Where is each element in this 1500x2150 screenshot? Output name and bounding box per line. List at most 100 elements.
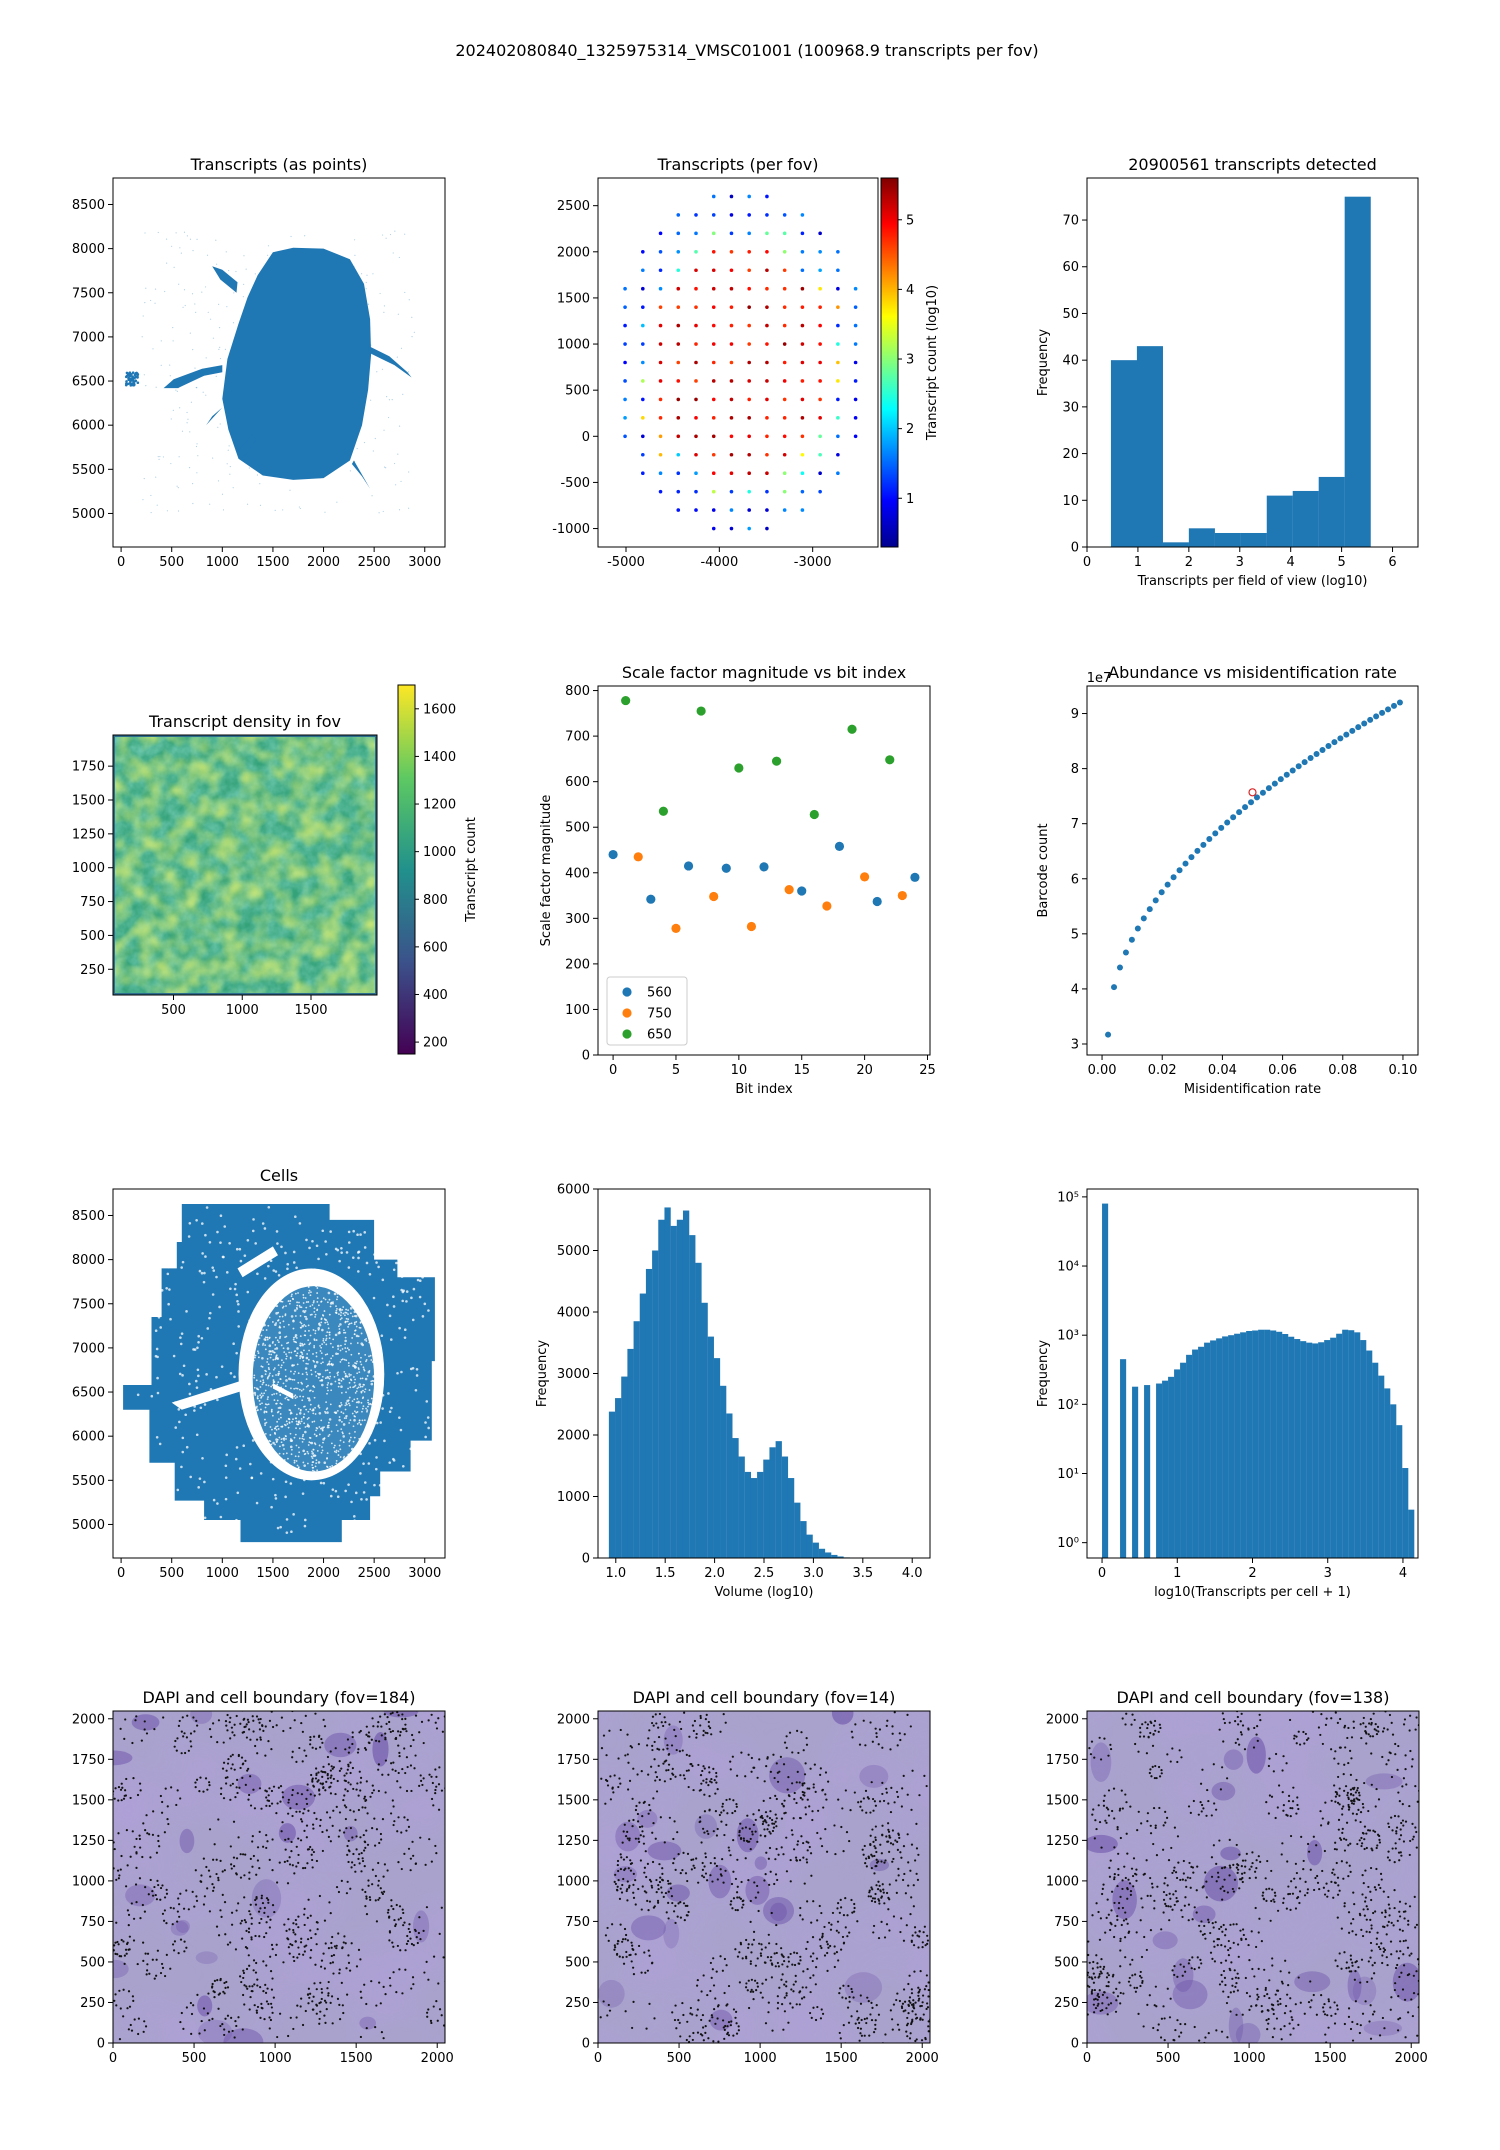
transcript-point	[215, 375, 217, 377]
boundary-dot	[365, 1725, 368, 1728]
boundary-dot	[304, 1714, 307, 1717]
cell-gap-dot	[200, 1271, 204, 1275]
boundary-dot	[785, 1870, 789, 1873]
cell-gap-dot	[237, 1310, 240, 1313]
cell-gap-dot	[302, 1296, 305, 1299]
cell-gap-dot	[342, 1435, 346, 1438]
boundary-dot	[359, 1729, 362, 1733]
boundary-dot	[693, 1707, 695, 1709]
boundary-dot	[256, 1846, 260, 1849]
boundary-dot	[801, 1784, 804, 1787]
cell-gap-dot	[142, 1506, 146, 1510]
cell-gap-dot	[166, 1255, 169, 1259]
cell-gap-dot	[276, 1425, 279, 1428]
x-tick-label: 2000	[307, 555, 340, 570]
cell-gap-dot	[368, 1355, 370, 1358]
cell-gap-dot	[291, 1420, 293, 1423]
cell-gap-dot	[359, 1423, 362, 1426]
boundary-dot	[357, 1748, 360, 1751]
cell-gap-dot	[294, 1315, 297, 1317]
boundary-dot	[842, 2023, 845, 2027]
boundary-dot	[740, 1880, 743, 1884]
cell-gap-dot	[268, 1374, 271, 1377]
cell-gap-dot	[415, 1496, 419, 1500]
cell-gap-dot	[199, 1406, 203, 1410]
boundary-dot	[310, 1853, 313, 1856]
boundary-dot	[702, 1827, 705, 1830]
boundary-dot	[915, 2016, 919, 2019]
boundary-dot	[241, 2028, 244, 2031]
boundary-dot	[410, 1789, 413, 1793]
cell-gap-dot	[424, 1421, 427, 1424]
boundary-dot	[223, 2028, 226, 2031]
boundary-dot	[243, 2003, 246, 2006]
boundary-dot	[347, 1954, 350, 1957]
boundary-dot	[299, 1941, 303, 1944]
boundary-dot	[716, 1827, 719, 1831]
boundary-dot	[280, 1716, 284, 1719]
fov-point	[711, 213, 716, 217]
cell-gap-dot	[399, 1498, 403, 1502]
cell-gap-dot	[270, 1410, 273, 1413]
boundary-dot	[169, 1967, 172, 1970]
boundary-dot	[190, 2012, 194, 2016]
boundary-dot	[923, 1774, 926, 1777]
cell-gap-dot	[255, 1501, 259, 1505]
boundary-dot	[342, 1941, 345, 1944]
cell-gap-dot	[306, 1373, 309, 1376]
cell-gap-dot	[259, 1403, 262, 1406]
boundary-dot	[920, 2039, 924, 2042]
transcript-point	[367, 303, 370, 305]
misid-point	[1325, 743, 1332, 750]
cell-gap-dot	[318, 1406, 321, 1409]
nucleus	[647, 1841, 682, 1861]
boundary-dot	[404, 1727, 407, 1730]
cell-gap-dot	[346, 1320, 349, 1323]
cell-gap-dot	[301, 1324, 304, 1328]
transcript-point	[202, 391, 204, 393]
transcript-point	[196, 443, 198, 445]
boundary-dot	[762, 1820, 765, 1823]
boundary-dot	[254, 1971, 258, 1974]
cell-gap-dot	[294, 1370, 296, 1373]
boundary-dot	[434, 1721, 437, 1724]
boundary-dot	[764, 1835, 767, 1838]
cell-gap-dot	[355, 1401, 358, 1404]
boundary-dot	[270, 1789, 274, 1793]
cell-gap-dot	[319, 1427, 322, 1430]
boundary-dot	[244, 1759, 247, 1762]
boundary-dot	[229, 1755, 232, 1758]
boundary-dot	[912, 1905, 915, 1908]
cell-gap-dot	[297, 1455, 300, 1458]
boundary-dot	[655, 1790, 659, 1793]
boundary-dot	[287, 1798, 290, 1801]
boundary-dot	[822, 1806, 825, 1809]
cell-gap-dot	[401, 1464, 405, 1468]
cell-gap-dot	[273, 1399, 276, 1401]
boundary-dot	[235, 2024, 238, 2028]
boundary-dot	[268, 1858, 271, 1861]
boundary-dot	[358, 1770, 361, 1773]
boundary-dot	[332, 1766, 335, 1769]
transcript-point	[374, 437, 376, 440]
boundary-dot	[226, 2014, 230, 2017]
fov-point	[694, 360, 698, 365]
transcript-point	[392, 252, 394, 254]
boundary-dot	[103, 2026, 105, 2028]
fov-point	[694, 305, 698, 309]
fov-point	[623, 379, 627, 383]
boundary-dot	[882, 1799, 886, 1803]
boundary-dot	[885, 1787, 888, 1790]
boundary-dot	[806, 1849, 809, 1852]
boundary-dot	[318, 2022, 321, 2025]
boundary-dot	[341, 1946, 344, 1949]
boundary-dot	[787, 2021, 790, 2024]
fov-point	[694, 452, 698, 457]
cell-gap-dot	[359, 1452, 362, 1456]
boundary-dot	[217, 1818, 220, 1821]
boundary-dot	[819, 2017, 823, 2020]
boundary-dot	[937, 2010, 939, 2012]
boundary-dot	[651, 1831, 654, 1834]
panel-dapi-184: DAPI and cell boundary (fov=184)0 500 1000…	[72, 1688, 454, 2066]
boundary-dot	[231, 1782, 235, 1785]
